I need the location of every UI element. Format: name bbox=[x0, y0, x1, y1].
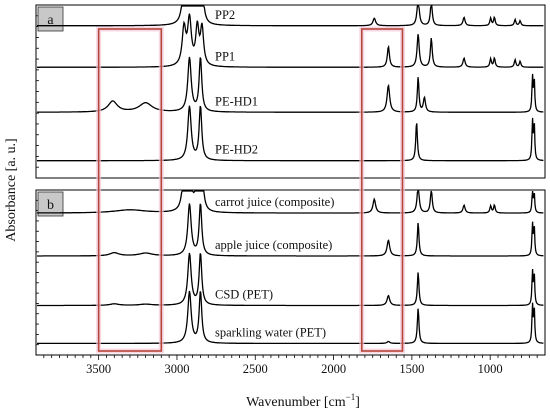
panel-b: b carrot juice (composite) apple juice (co… bbox=[35, 189, 546, 356]
x-axis: 3500 3000 2500 2000 1500 1000 bbox=[36, 354, 545, 376]
panel-label-box bbox=[37, 191, 64, 217]
x-tick-label: 3000 bbox=[164, 362, 189, 376]
series-line bbox=[37, 56, 544, 113]
panel-label: a bbox=[47, 13, 54, 28]
series-label: apple juice (composite) bbox=[215, 238, 332, 252]
series-label: PP2 bbox=[215, 8, 235, 22]
panels-group: a PP2 PP1 PE-HD1 PE-HD2 b carrot juice (compos… bbox=[35, 4, 546, 356]
series-line bbox=[37, 105, 544, 162]
panel-label-box bbox=[37, 6, 64, 32]
series-line bbox=[37, 5, 544, 27]
series-line bbox=[37, 190, 544, 214]
x-axis-label-tail: ] bbox=[355, 395, 360, 410]
x-axis-label-superscript: −1 bbox=[346, 392, 356, 402]
x-tick-label: 2000 bbox=[321, 362, 346, 376]
series-label: PE-HD2 bbox=[215, 143, 258, 157]
panel-a: a PP2 PP1 PE-HD1 PE-HD2 bbox=[35, 4, 546, 179]
x-axis-label: Wavenumber [cm−1] bbox=[246, 392, 360, 410]
series-line bbox=[37, 13, 544, 68]
x-tick-label: 3500 bbox=[86, 362, 111, 376]
series-label: CSD (PET) bbox=[215, 288, 273, 302]
highlight-region bbox=[360, 28, 404, 352]
y-axis-label: Absorbance [a. u.] bbox=[4, 138, 19, 241]
x-tick-label: 1500 bbox=[399, 362, 424, 376]
x-tick-label: 1000 bbox=[478, 362, 503, 376]
series-line bbox=[37, 252, 544, 307]
series-label: carrot juice (composite) bbox=[215, 195, 334, 209]
series-label: sparkling water (PET) bbox=[215, 325, 326, 339]
series-line bbox=[37, 203, 544, 257]
series-label: PE-HD1 bbox=[215, 94, 258, 108]
highlight-region bbox=[97, 28, 163, 352]
series-label: PP1 bbox=[215, 49, 235, 63]
highlight-regions bbox=[96, 26, 405, 354]
panel-label: b bbox=[47, 198, 54, 213]
x-tick-label: 2500 bbox=[243, 362, 268, 376]
series-line bbox=[37, 290, 544, 345]
x-axis-label-main: Wavenumber [cm bbox=[246, 395, 346, 410]
